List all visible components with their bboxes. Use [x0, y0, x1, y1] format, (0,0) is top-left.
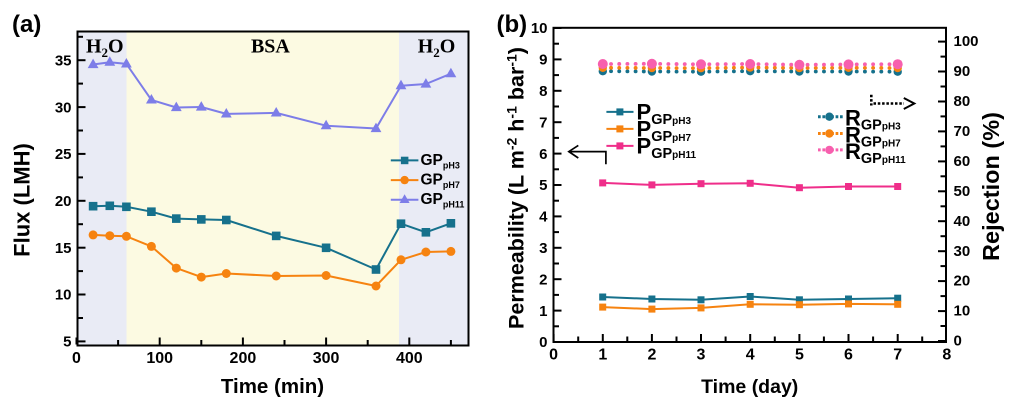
- svg-text:2: 2: [539, 271, 547, 288]
- svg-text:4: 4: [539, 209, 548, 226]
- svg-text:400: 400: [396, 350, 423, 367]
- svg-text:1: 1: [539, 303, 547, 320]
- svg-text:35: 35: [55, 52, 72, 69]
- svg-text:BSA: BSA: [251, 35, 290, 57]
- svg-text:7: 7: [893, 347, 902, 364]
- svg-text:100: 100: [146, 350, 173, 367]
- svg-text:0: 0: [72, 350, 81, 367]
- svg-text:Time (min): Time (min): [221, 375, 324, 398]
- svg-text:30: 30: [55, 99, 72, 116]
- svg-text:100: 100: [954, 33, 979, 50]
- svg-text:200: 200: [230, 350, 257, 367]
- svg-text:90: 90: [954, 63, 971, 80]
- svg-text:70: 70: [954, 123, 971, 140]
- svg-text:0: 0: [539, 334, 547, 351]
- svg-text:7: 7: [539, 114, 547, 131]
- svg-text:0: 0: [954, 333, 962, 350]
- svg-text:5: 5: [795, 347, 804, 364]
- svg-text:60: 60: [954, 153, 971, 170]
- svg-text:10: 10: [55, 287, 72, 304]
- svg-text:4: 4: [746, 347, 755, 364]
- svg-text:50: 50: [954, 183, 971, 200]
- svg-text:5: 5: [539, 177, 547, 194]
- svg-text:40: 40: [954, 213, 971, 230]
- svg-text:Flux (LMH): Flux (LMH): [10, 143, 35, 257]
- svg-text:30: 30: [954, 243, 971, 260]
- svg-text:8: 8: [942, 347, 951, 364]
- svg-text:2: 2: [647, 347, 656, 364]
- svg-text:3: 3: [539, 240, 547, 257]
- svg-text:Rejection (%): Rejection (%): [978, 112, 1004, 261]
- svg-text:1: 1: [598, 347, 607, 364]
- svg-text:300: 300: [313, 350, 340, 367]
- svg-text:0: 0: [549, 347, 558, 364]
- svg-text:80: 80: [954, 93, 971, 110]
- svg-text:6: 6: [539, 146, 547, 163]
- svg-text:6: 6: [844, 347, 853, 364]
- svg-text:8: 8: [539, 83, 547, 100]
- svg-text:25: 25: [55, 146, 72, 163]
- svg-text:(b): (b): [497, 11, 528, 38]
- svg-text:5: 5: [63, 334, 71, 351]
- svg-text:20: 20: [954, 273, 971, 290]
- svg-text:9: 9: [539, 52, 547, 69]
- svg-text:Time (day): Time (day): [701, 376, 798, 398]
- svg-text:Permeability (L m-2 h-1 bar-1): Permeability (L m-2 h-1 bar-1): [504, 47, 529, 329]
- svg-text:20: 20: [55, 193, 72, 210]
- svg-text:10: 10: [531, 20, 548, 37]
- svg-text:3: 3: [697, 347, 706, 364]
- svg-text:(a): (a): [12, 11, 41, 38]
- svg-text:15: 15: [55, 240, 72, 257]
- svg-text:10: 10: [954, 303, 971, 320]
